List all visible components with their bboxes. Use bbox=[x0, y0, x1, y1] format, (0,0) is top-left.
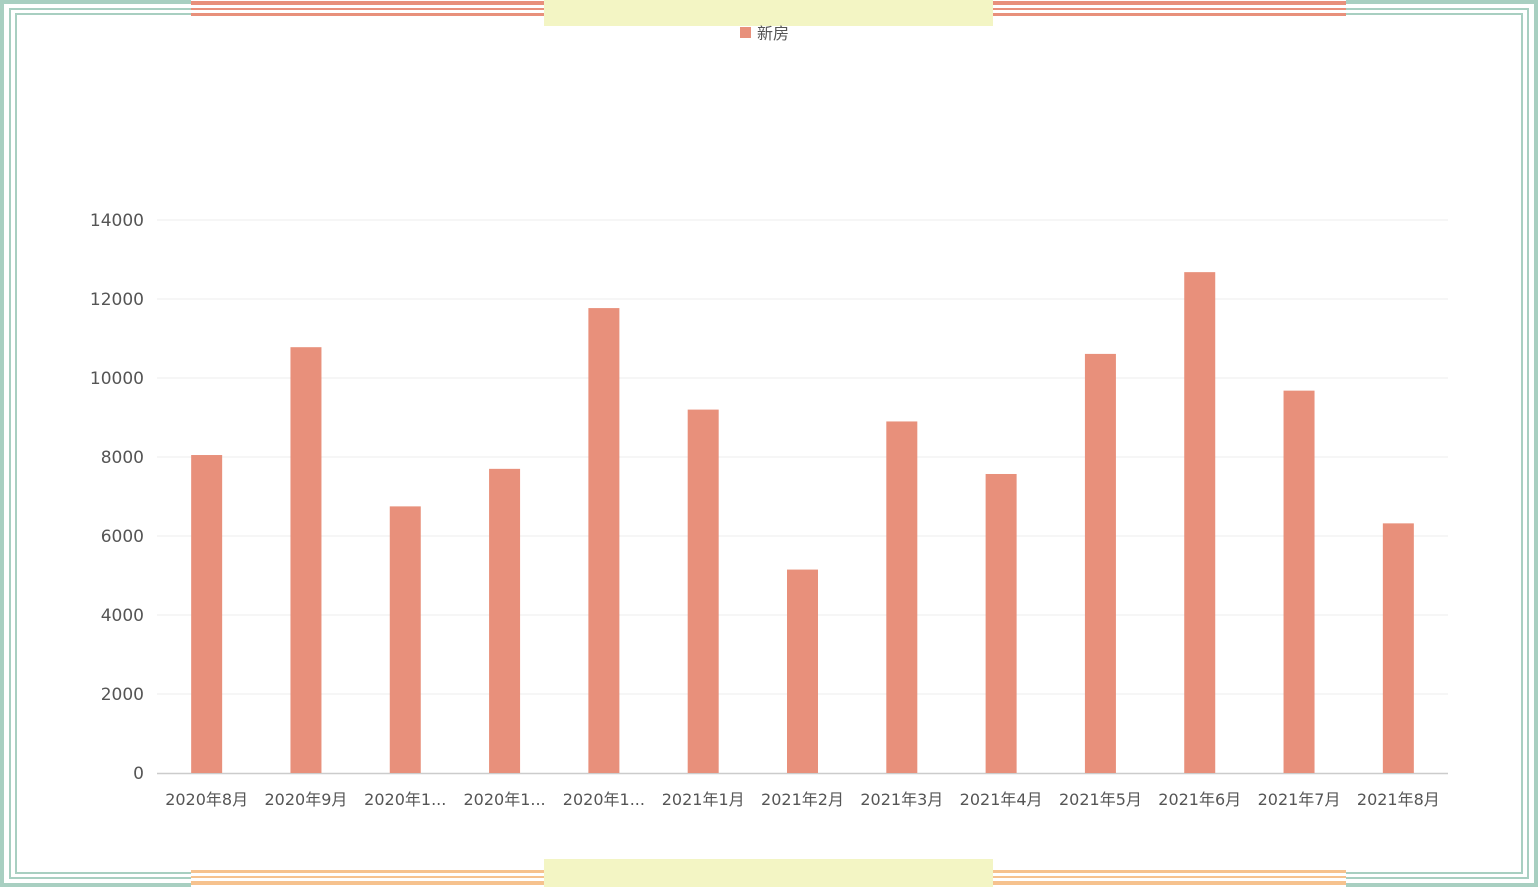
frame-top-stripe bbox=[993, 1, 1346, 5]
x-tick-label: 2021年5月 bbox=[1059, 790, 1142, 809]
frame-top-stripe bbox=[993, 13, 1346, 16]
bar bbox=[489, 468, 521, 773]
frame-top-stripe bbox=[191, 1, 544, 5]
x-tick-label: 2021年6月 bbox=[1158, 790, 1241, 809]
legend-label: 新房 bbox=[757, 24, 790, 43]
x-tick-label: 2020年1... bbox=[563, 790, 645, 809]
chart-legend[interactable]: 新房 bbox=[740, 20, 789, 44]
y-tick-label: 10000 bbox=[90, 369, 144, 389]
x-tick-label: 2021年3月 bbox=[860, 790, 943, 809]
bar bbox=[1184, 272, 1216, 773]
y-tick-label: 12000 bbox=[90, 290, 144, 310]
y-tick-label: 8000 bbox=[101, 448, 144, 468]
y-tick-label: 2000 bbox=[101, 685, 144, 705]
frame-bottom-stripe bbox=[993, 870, 1346, 873]
frame-bottom-center-block bbox=[544, 859, 993, 887]
bar bbox=[588, 308, 620, 773]
frame-bottom-stripe bbox=[191, 870, 544, 873]
x-tick-label: 2021年8月 bbox=[1357, 790, 1440, 809]
x-tick-label: 2020年8月 bbox=[165, 790, 248, 809]
y-tick-label: 4000 bbox=[101, 606, 144, 626]
frame-bottom-stripe bbox=[993, 881, 1346, 885]
y-tick-label: 14000 bbox=[90, 211, 144, 231]
bar bbox=[1283, 390, 1315, 773]
bar bbox=[1382, 523, 1414, 773]
x-tick-label: 2021年7月 bbox=[1258, 790, 1341, 809]
bar bbox=[191, 455, 223, 773]
x-tick-label: 2020年1... bbox=[364, 790, 446, 809]
x-tick-label: 2021年1月 bbox=[662, 790, 745, 809]
bar bbox=[389, 506, 421, 773]
x-tick-label: 2021年2月 bbox=[761, 790, 844, 809]
frame-bottom-stripe bbox=[191, 881, 544, 885]
frame-bottom-stripe bbox=[993, 876, 1346, 878]
legend-swatch bbox=[740, 26, 751, 38]
frame-top-stripe bbox=[993, 8, 1346, 10]
frame-top-stripe bbox=[191, 8, 544, 10]
frame-bottom-stripe bbox=[191, 876, 544, 878]
y-tick-label: 0 bbox=[133, 764, 144, 784]
bar bbox=[687, 409, 719, 773]
frame-top-stripe bbox=[191, 13, 544, 16]
bar bbox=[787, 569, 818, 773]
bar bbox=[1084, 353, 1116, 773]
bar bbox=[290, 347, 322, 773]
frame-top-center-block bbox=[544, 0, 993, 26]
x-tick-label: 2020年9月 bbox=[265, 790, 348, 809]
bar bbox=[985, 473, 1017, 773]
bar bbox=[886, 421, 918, 773]
x-tick-label: 2020年1... bbox=[463, 790, 545, 809]
y-tick-label: 6000 bbox=[101, 527, 144, 547]
x-tick-label: 2021年4月 bbox=[960, 790, 1043, 809]
